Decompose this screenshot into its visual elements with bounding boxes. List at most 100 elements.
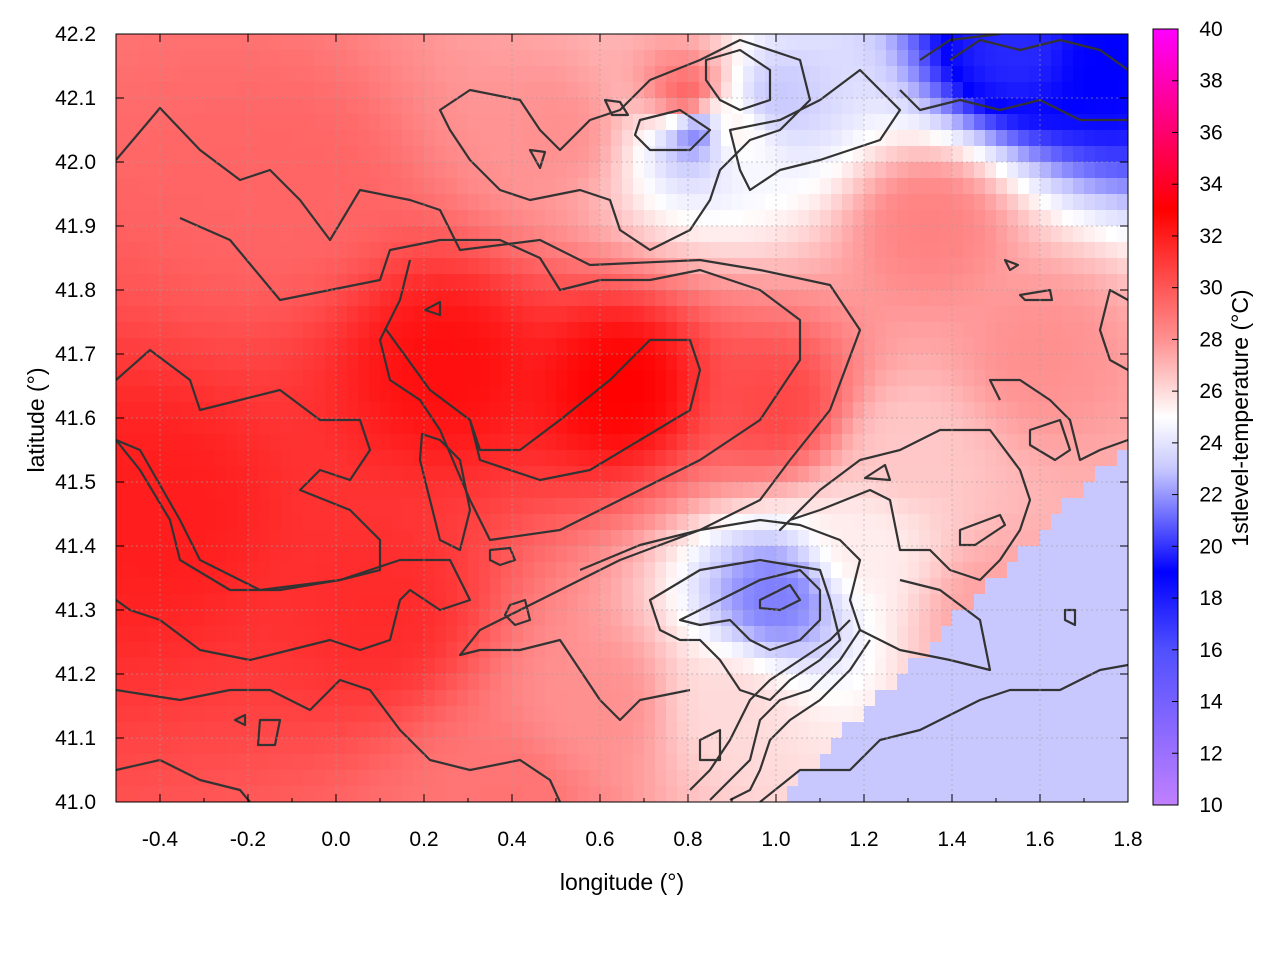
heatmap-cell (776, 562, 788, 579)
heatmap-cell (930, 50, 942, 67)
heatmap-cell (644, 546, 656, 563)
heatmap-cell (820, 354, 832, 371)
heatmap-cell (116, 530, 128, 547)
heatmap-cell (578, 338, 590, 355)
heatmap-cell (358, 690, 370, 707)
heatmap-cell (193, 66, 205, 83)
heatmap-cell (875, 50, 887, 67)
heatmap-cell (864, 66, 876, 83)
heatmap-cell (743, 450, 755, 467)
heatmap-cell (512, 722, 524, 739)
heatmap-cell (611, 386, 623, 403)
heatmap-cell (226, 722, 238, 739)
heatmap-cell (886, 610, 898, 627)
heatmap-cell (149, 34, 161, 51)
heatmap-cell (985, 66, 997, 83)
heatmap-cell (446, 610, 458, 627)
heatmap-cell (413, 690, 425, 707)
heatmap-cell (875, 338, 887, 355)
heatmap-cell (127, 114, 139, 131)
heatmap-cell (468, 594, 480, 611)
heatmap-cell (853, 594, 865, 611)
heatmap-cell (589, 370, 601, 387)
heatmap-cell (710, 242, 722, 259)
heatmap-cell (842, 594, 854, 611)
heatmap-cell (325, 34, 337, 51)
heatmap-cell (655, 482, 667, 499)
heatmap-cell (336, 674, 348, 691)
heatmap-cell (809, 354, 821, 371)
heatmap-cell (237, 578, 249, 595)
heatmap-cell (347, 258, 359, 275)
heatmap-cell (853, 626, 865, 643)
heatmap-cell (479, 626, 491, 643)
heatmap-cell (644, 722, 656, 739)
heatmap-cell (204, 306, 216, 323)
heatmap-cell (732, 770, 744, 787)
heatmap-cell (1117, 754, 1128, 771)
heatmap-cell (490, 754, 502, 771)
heatmap-cell (248, 658, 260, 675)
heatmap-cell (897, 786, 909, 802)
heatmap-cell (732, 306, 744, 323)
heatmap-cell (127, 98, 139, 115)
heatmap-cell (501, 66, 513, 83)
heatmap-cell (1007, 674, 1019, 691)
heatmap-cell (875, 146, 887, 163)
heatmap-cell (765, 322, 777, 339)
heatmap-cell (996, 418, 1008, 435)
heatmap-cell (248, 450, 260, 467)
heatmap-cell (820, 50, 832, 67)
heatmap-cell (402, 450, 414, 467)
heatmap-cell (1062, 162, 1074, 179)
heatmap-cell (116, 370, 128, 387)
heatmap-cell (1040, 306, 1052, 323)
heatmap-cell (138, 594, 150, 611)
heatmap-cell (215, 674, 227, 691)
heatmap-cell (765, 370, 777, 387)
heatmap-cell (754, 434, 766, 451)
heatmap-cell (930, 594, 942, 611)
heatmap-cell (787, 370, 799, 387)
heatmap-cell (996, 226, 1008, 243)
heatmap-cell (589, 178, 601, 195)
heatmap-cell (391, 562, 403, 579)
heatmap-cell (1084, 34, 1096, 51)
heatmap-cell (622, 66, 634, 83)
heatmap-cell (314, 338, 326, 355)
heatmap-cell (699, 658, 711, 675)
heatmap-cell (820, 258, 832, 275)
heatmap-cell (1040, 82, 1052, 99)
isotherm-contour-line (729, 639, 871, 801)
heatmap-cell (501, 674, 513, 691)
heatmap-cell (886, 578, 898, 595)
heatmap-cell (798, 290, 810, 307)
heatmap-cell (974, 130, 986, 147)
heatmap-cell (600, 706, 612, 723)
heatmap-cell (402, 434, 414, 451)
heatmap-cell (149, 514, 161, 531)
heatmap-cell (116, 754, 128, 771)
heatmap-cell (490, 242, 502, 259)
colorbar-tick-label: 26 (1199, 380, 1222, 403)
heatmap-cell (578, 514, 590, 531)
heatmap-cell (490, 146, 502, 163)
heatmap-cell (732, 690, 744, 707)
heatmap-cell (765, 578, 777, 595)
heatmap-cell (655, 642, 667, 659)
heatmap-cell (512, 194, 524, 211)
heatmap-cell (127, 354, 139, 371)
heatmap-cell (358, 258, 370, 275)
heatmap-cell (941, 114, 953, 131)
heatmap-cell (314, 770, 326, 787)
heatmap-cell (226, 130, 238, 147)
heatmap-cell (765, 738, 777, 755)
heatmap-cell (138, 706, 150, 723)
heatmap-cell (435, 610, 447, 627)
heatmap-cell (215, 242, 227, 259)
heatmap-cell (688, 658, 700, 675)
heatmap-cell (853, 194, 865, 211)
heatmap-cell (688, 626, 700, 643)
heatmap-cell (996, 130, 1008, 147)
heatmap-cell (149, 306, 161, 323)
